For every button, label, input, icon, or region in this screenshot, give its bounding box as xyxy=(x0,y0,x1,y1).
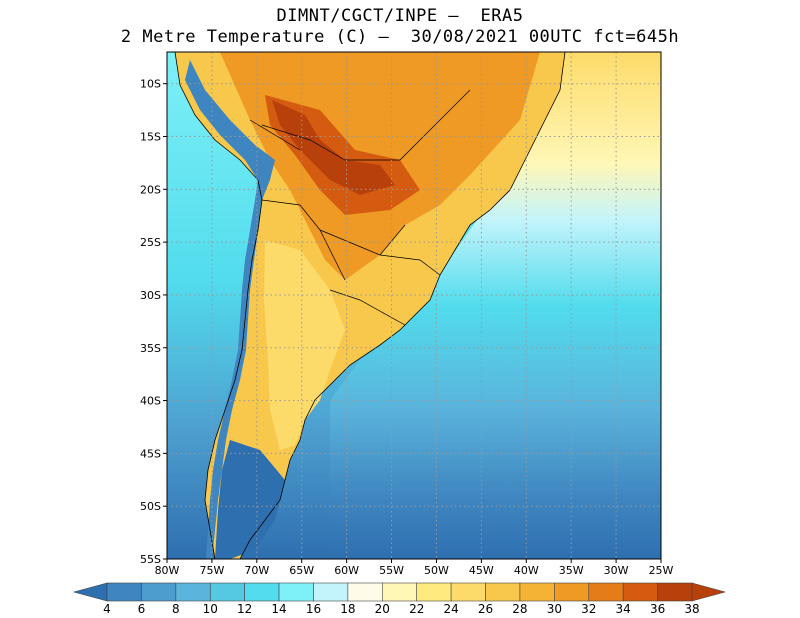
title-line-2: 2 Metre Temperature (C) – 30/08/2021 00U… xyxy=(120,27,680,47)
colorbar-over-arrow xyxy=(691,582,727,602)
map-grid xyxy=(167,52,661,559)
x-tick-label: 50W xyxy=(424,564,449,577)
colorbar-swatch xyxy=(347,582,383,602)
colorbar-label: 4 xyxy=(103,602,111,616)
colorbar-swatch xyxy=(209,582,245,602)
atlantic-ocean-field xyxy=(330,52,661,559)
x-tick-label: 60W xyxy=(334,564,359,577)
y-tick-label: 50S xyxy=(140,500,161,513)
political-borders xyxy=(249,89,471,326)
x-tick-label: 45W xyxy=(469,564,494,577)
colorbar-label: 10 xyxy=(203,602,218,616)
x-tick-label: 35W xyxy=(559,564,584,577)
x-tick-label: 25W xyxy=(649,564,674,577)
colorbar-label: 38 xyxy=(684,602,699,616)
y-tick-label: 10S xyxy=(140,78,161,91)
axis-ticks: 80W 75W 70W 65W 60W 55W 50W 45W 40W 35W 30W 25W 10S 1… xyxy=(140,78,674,577)
colorbar-label: 12 xyxy=(237,602,252,616)
colorbar-label: 36 xyxy=(650,602,665,616)
y-tick-label: 25S xyxy=(140,236,161,249)
map-frame xyxy=(166,51,662,560)
colorbar-swatch xyxy=(657,582,693,602)
patagonia-cold-field xyxy=(215,440,285,559)
x-tick-label: 65W xyxy=(289,564,314,577)
colorbar-swatch xyxy=(141,582,177,602)
colorbar-swatch xyxy=(381,582,418,602)
y-tick-label: 35S xyxy=(140,342,161,355)
colorbar-swatch xyxy=(244,582,280,602)
colorbar-swatch xyxy=(416,582,452,602)
hottest-core-field xyxy=(272,100,395,195)
colorbar-swatch xyxy=(278,582,314,602)
coastline xyxy=(174,52,566,559)
x-tick-label: 80W xyxy=(155,564,180,577)
y-tick-label: 55S xyxy=(140,553,161,566)
colorbar-label: 32 xyxy=(581,602,596,616)
y-tick-label: 45S xyxy=(140,447,161,460)
colorbar-label: 14 xyxy=(271,602,286,616)
colorbar-label: 30 xyxy=(547,602,562,616)
colorbar-swatch xyxy=(106,582,142,602)
patagonia-field xyxy=(264,240,345,450)
y-tick-label: 20S xyxy=(140,183,161,196)
colorbar-swatch xyxy=(622,582,658,602)
title-line-1: DIMNT/CGCT/INPE – ERA5 xyxy=(276,6,524,26)
colorbar-label: 22 xyxy=(409,602,424,616)
x-tick-label: 55W xyxy=(379,564,404,577)
colorbar-label: 20 xyxy=(375,602,390,616)
y-tick-label: 30S xyxy=(140,289,161,302)
colorbar-under-arrow xyxy=(72,582,108,602)
colorbar-label: 34 xyxy=(616,602,631,616)
colorbar-label: 28 xyxy=(512,602,527,616)
colorbar-label: 26 xyxy=(478,602,493,616)
colorbar-swatch xyxy=(175,582,211,602)
colorbar-swatch xyxy=(519,582,555,602)
colorbar: 4 6 8 10 12 14 16 18 20 22 24 26 28 30 32 34 36 38 xyxy=(72,582,727,616)
colorbar-label: 6 xyxy=(138,602,146,616)
colorbar-label: 16 xyxy=(306,602,321,616)
colorbar-swatch xyxy=(554,582,590,602)
colorbar-swatch xyxy=(313,582,349,602)
y-tick-label: 40S xyxy=(140,395,161,408)
map-field xyxy=(167,52,661,559)
x-tick-label: 70W xyxy=(244,564,269,577)
colorbar-swatch xyxy=(450,582,486,602)
colorbar-swatch xyxy=(485,582,521,602)
x-tick-label: 30W xyxy=(604,564,629,577)
colorbar-label: 8 xyxy=(172,602,180,616)
colorbar-swatch xyxy=(588,582,624,602)
colorbar-label: 18 xyxy=(340,602,355,616)
y-tick-label: 15S xyxy=(140,131,161,144)
colorbar-label: 24 xyxy=(443,602,458,616)
x-tick-label: 75W xyxy=(199,564,224,577)
x-tick-label: 40W xyxy=(514,564,539,577)
